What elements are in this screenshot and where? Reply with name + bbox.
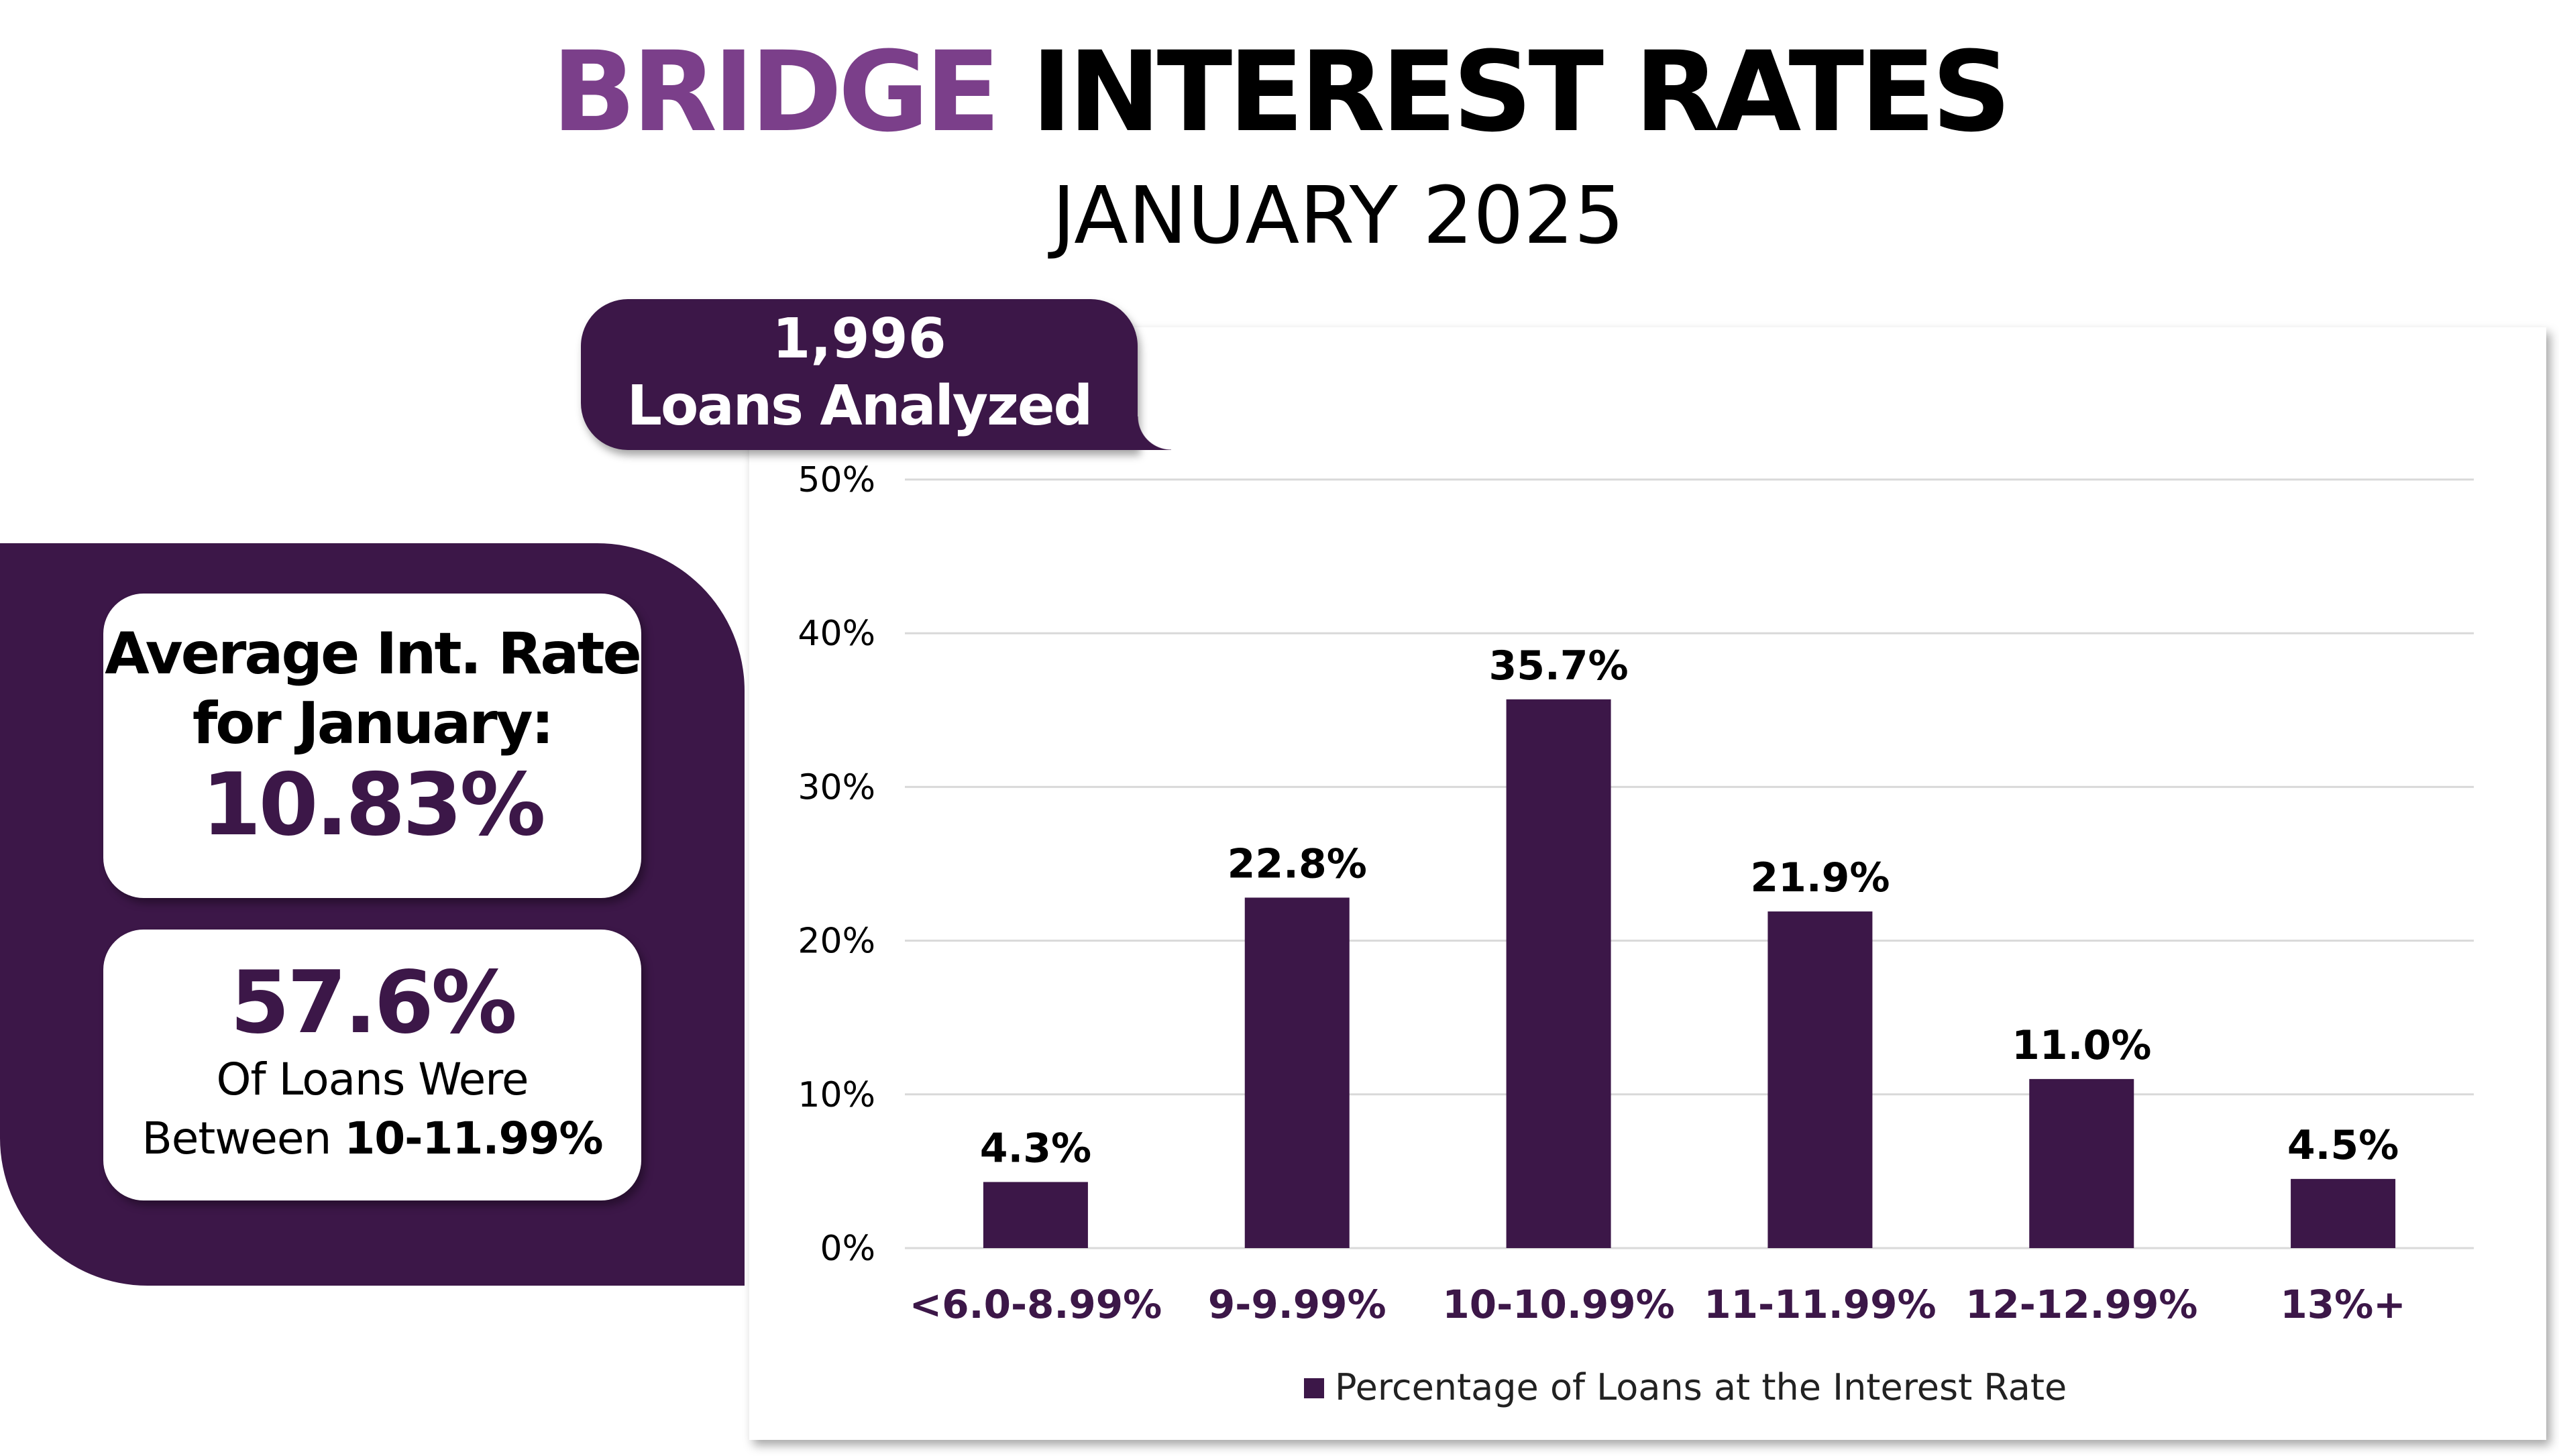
bar [2029,1078,2134,1248]
x-tick-label: 9-9.99% [1208,1282,1386,1327]
x-tick-label: 12-12.99% [1965,1282,2197,1327]
share-value: 57.6% [229,953,517,1053]
title-rest: INTEREST RATES [1031,27,2011,156]
data-label: 11.0% [2012,1022,2151,1069]
x-tick-label: 10-10.99% [1442,1282,1674,1327]
y-tick-label: 30% [798,767,875,807]
loans-analyzed-badge: 1,996 Loans Analyzed [581,299,1171,450]
bar [1767,911,1873,1248]
bar [2291,1178,2396,1248]
loans-label: Loans Analyzed [627,374,1093,438]
share-line-2: Between 10-11.99% [103,1109,641,1168]
x-tick-label: 11-11.99% [1704,1282,1936,1327]
legend-swatch [1304,1378,1324,1398]
data-label: 4.3% [980,1125,1091,1172]
y-tick-label: 10% [798,1075,875,1115]
share-line-1: Of Loans Were [216,1054,529,1105]
x-tick-label: <6.0-8.99% [910,1282,1162,1327]
share-prefix: Between [142,1113,332,1164]
chart-card [749,327,2546,1440]
bar [1506,699,1611,1248]
y-tick-label: 50% [798,460,875,500]
y-tick-label: 0% [820,1229,876,1269]
avg-label-1: Average Int. Rate [105,620,642,687]
avg-label-2: for January: [192,690,554,757]
loans-count: 1,996 [772,307,946,371]
title-accent: BRIDGE [551,27,1000,156]
bar [1244,897,1350,1248]
data-label: 4.5% [2287,1122,2399,1169]
share-range: 10-11.99% [344,1113,603,1164]
legend-label: Percentage of Loans at the Interest Rate [1335,1366,2067,1408]
x-tick-label: 13%+ [2280,1282,2405,1327]
page-subtitle: JANUARY 2025 [1052,169,1625,262]
avg-value: 10.83% [201,755,545,855]
data-label: 21.9% [1750,854,1890,901]
share-box: 57.6% Of Loans Were Between 10-11.99% [103,930,641,1200]
data-label: 35.7% [1489,642,1629,689]
y-tick-label: 40% [798,614,875,654]
y-tick-label: 20% [798,921,875,962]
page-title: BRIDGE INTEREST RATES [0,37,2559,148]
average-rate-box: Average Int. Rate for January: 10.83% [103,594,642,898]
data-label: 22.8% [1228,840,1367,887]
bar [983,1182,1088,1248]
